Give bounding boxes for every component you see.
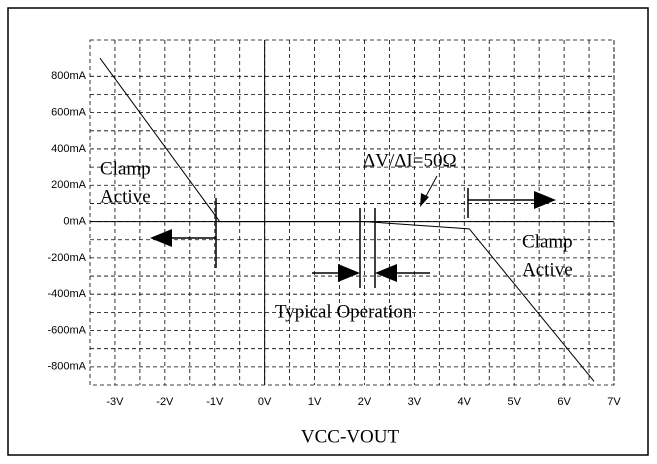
x-tick-label: 6V [557,396,571,408]
annotation: Active [100,186,151,207]
y-tick-label: 200mA [51,179,87,191]
arrows [150,175,556,288]
arrow-head [338,264,360,282]
arrow-head [150,229,172,247]
arrow-head [534,191,556,209]
annotation: Typical Operation [275,301,413,322]
y-tick-label: -800mA [47,361,86,373]
x-axis-label: VCC-VOUT [301,426,400,447]
y-tick-label: -400mA [47,288,86,300]
x-tick-label: 2V [358,396,372,408]
line [99,57,595,382]
arrow-head [375,264,397,282]
annotation: ΔV/ΔI=50Ω [363,150,457,171]
frame [7,7,649,456]
marks [99,57,595,382]
y-tick-label: -200mA [47,252,86,264]
y-tick-label: 600mA [51,107,87,119]
annotation: Active [522,259,573,280]
y-tick-label: -600mA [47,324,86,336]
annotation: Clamp [522,231,573,252]
x-tick-label: 1V [308,396,322,408]
x-tick-label: 3V [408,396,422,408]
x-tick-label: -1V [206,396,224,408]
y-tick-label: 800mA [51,70,87,82]
plot-border [89,39,615,386]
x-tick-label: -3V [106,396,124,408]
arrow-head [420,193,429,207]
x-tick-label: 0V [258,396,272,408]
x-tick-label: 5V [507,396,521,408]
y-tick-label: 0mA [63,215,86,227]
x-tick-label: 7V [607,396,621,408]
annotation: Clamp [100,158,151,179]
grid [89,39,615,386]
y-tick-label: 400mA [51,143,87,155]
x-tick-label: 4V [458,396,472,408]
x-tick-label: -2V [156,396,174,408]
arrow-shaft [424,175,438,199]
